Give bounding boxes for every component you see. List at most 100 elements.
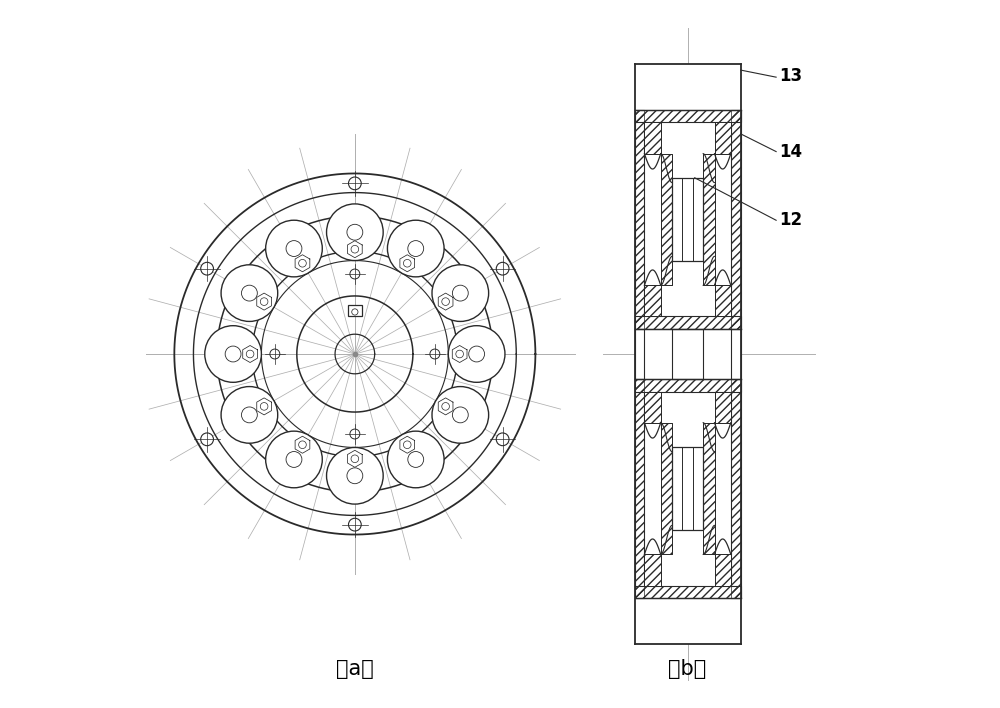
Circle shape	[350, 269, 360, 279]
Bar	[715, 554, 731, 586]
Bar	[635, 110, 644, 329]
Circle shape	[327, 447, 383, 504]
Circle shape	[403, 259, 411, 267]
Circle shape	[270, 349, 280, 359]
Text: 12: 12	[780, 211, 803, 229]
Bar	[672, 447, 703, 530]
Bar	[731, 379, 741, 598]
Bar	[644, 392, 661, 423]
Bar	[731, 110, 741, 329]
Circle shape	[350, 429, 360, 439]
Bar	[715, 122, 731, 154]
Bar	[348, 305, 362, 316]
Circle shape	[266, 431, 322, 488]
Circle shape	[456, 350, 463, 358]
Bar	[635, 329, 644, 379]
Circle shape	[246, 350, 254, 358]
Circle shape	[387, 431, 444, 488]
Circle shape	[327, 204, 383, 261]
Circle shape	[221, 265, 278, 321]
Bar	[635, 110, 741, 122]
Bar	[661, 423, 672, 554]
Bar	[635, 110, 644, 329]
Bar	[644, 392, 661, 423]
Bar	[703, 423, 715, 554]
Circle shape	[496, 433, 509, 446]
Bar	[644, 285, 661, 316]
Bar	[635, 586, 741, 598]
Bar	[635, 379, 741, 392]
Circle shape	[201, 262, 213, 275]
Circle shape	[387, 220, 444, 277]
Bar	[715, 554, 731, 586]
Bar	[703, 154, 715, 285]
Circle shape	[348, 518, 361, 531]
Bar	[635, 316, 741, 329]
Text: 14: 14	[780, 142, 803, 161]
Bar	[644, 122, 661, 154]
Circle shape	[286, 452, 302, 467]
Circle shape	[403, 441, 411, 449]
Circle shape	[286, 241, 302, 256]
Circle shape	[408, 241, 424, 256]
Circle shape	[351, 246, 359, 253]
Circle shape	[299, 441, 306, 449]
Bar	[644, 554, 661, 586]
Circle shape	[201, 433, 213, 446]
Bar	[644, 554, 661, 586]
Text: 13: 13	[780, 67, 803, 85]
Circle shape	[241, 285, 257, 301]
Circle shape	[299, 259, 306, 267]
Circle shape	[266, 220, 322, 277]
Bar	[731, 379, 741, 598]
Bar	[635, 379, 644, 598]
Bar	[635, 64, 741, 644]
Bar	[672, 178, 703, 261]
Text: （b）: （b）	[668, 659, 707, 679]
Bar	[635, 379, 741, 392]
Circle shape	[347, 224, 363, 240]
Circle shape	[348, 177, 361, 190]
Circle shape	[347, 468, 363, 484]
Circle shape	[452, 407, 468, 423]
Circle shape	[469, 346, 485, 362]
Circle shape	[241, 407, 257, 423]
Bar	[715, 392, 731, 423]
Bar	[635, 379, 644, 598]
Circle shape	[408, 452, 424, 467]
Text: （a）: （a）	[336, 659, 374, 679]
Bar	[644, 285, 661, 316]
Bar	[661, 154, 672, 285]
Circle shape	[225, 346, 241, 362]
Bar	[715, 285, 731, 316]
Bar	[731, 329, 741, 379]
Bar	[731, 110, 741, 329]
Bar	[715, 122, 731, 154]
Bar	[715, 392, 731, 423]
Circle shape	[442, 298, 449, 305]
Bar	[703, 154, 715, 285]
Bar	[661, 423, 672, 554]
Circle shape	[351, 455, 359, 462]
Bar	[635, 329, 741, 379]
Bar	[672, 329, 703, 379]
Bar	[644, 122, 661, 154]
Bar	[635, 316, 741, 329]
Circle shape	[430, 349, 440, 359]
Circle shape	[448, 326, 505, 382]
Bar	[715, 285, 731, 316]
Bar	[661, 154, 672, 285]
Circle shape	[432, 387, 489, 443]
Bar	[635, 586, 741, 598]
Circle shape	[452, 285, 468, 301]
Circle shape	[260, 403, 268, 410]
Circle shape	[260, 298, 268, 305]
Circle shape	[432, 265, 489, 321]
Circle shape	[442, 403, 449, 410]
Circle shape	[496, 262, 509, 275]
Bar	[703, 423, 715, 554]
Circle shape	[352, 309, 358, 315]
Circle shape	[221, 387, 278, 443]
Bar	[635, 110, 741, 122]
Circle shape	[205, 326, 261, 382]
